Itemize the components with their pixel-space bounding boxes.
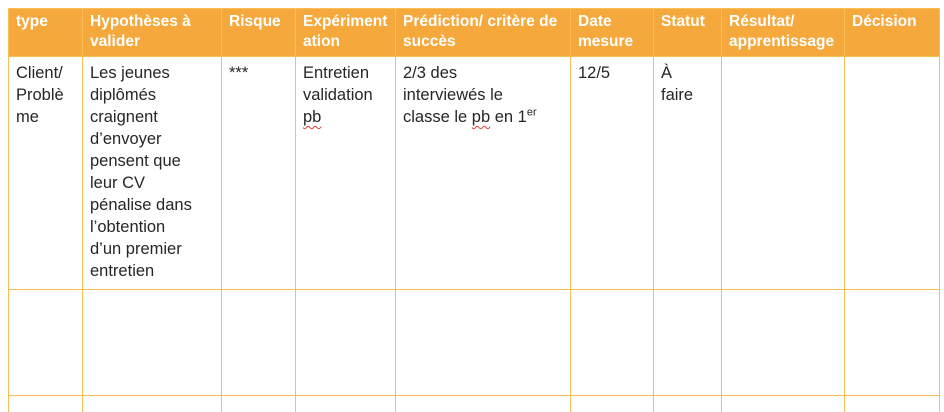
empty-cell[interactable] xyxy=(721,289,845,396)
empty-cell[interactable] xyxy=(82,289,222,396)
empty-cell[interactable] xyxy=(8,395,83,412)
cell-date-mesure-text: 12/5 xyxy=(578,64,611,82)
cell-experiment[interactable]: Entretien validation pb xyxy=(295,56,396,290)
empty-cell[interactable] xyxy=(570,395,654,412)
col-header-type[interactable]: type xyxy=(8,8,83,57)
cell-type-text: Client/Problè me xyxy=(16,64,64,126)
empty-cell[interactable] xyxy=(8,289,83,396)
empty-cell[interactable] xyxy=(844,289,940,396)
empty-cell[interactable] xyxy=(653,395,722,412)
col-header-decision-label: Décision xyxy=(852,13,917,30)
col-header-hypothesis-label: Hypothèses à valider xyxy=(90,13,191,50)
cell-prediction-line2: interviewés le xyxy=(403,86,503,104)
col-header-date-mesure-label: Date mesure xyxy=(578,13,634,50)
empty-cell[interactable] xyxy=(653,289,722,396)
empty-cell[interactable] xyxy=(395,395,571,412)
empty-cell[interactable] xyxy=(395,289,571,396)
empty-cell[interactable] xyxy=(295,395,396,412)
cell-decision[interactable] xyxy=(844,56,940,290)
cell-hypothesis[interactable]: Les jeunes diplômés craignent d’envoyer pens… xyxy=(82,56,222,290)
cell-experiment-line1: Entretien xyxy=(303,64,370,82)
col-header-resultat[interactable]: Résultat/apprentissage xyxy=(721,8,845,57)
cell-experiment-line2: validation xyxy=(303,86,373,104)
col-header-date-mesure[interactable]: Date mesure xyxy=(570,8,654,57)
cell-prediction-ordinal-suffix: er xyxy=(526,106,537,119)
col-header-risque-label: Risque xyxy=(229,13,281,30)
empty-cell[interactable] xyxy=(295,289,396,396)
col-header-hypothesis[interactable]: Hypothèses à valider xyxy=(82,8,222,57)
col-header-statut-label: Statut xyxy=(661,13,705,30)
cell-risk-text: *** xyxy=(229,64,249,82)
empty-cell[interactable] xyxy=(221,395,296,412)
col-header-statut[interactable]: Statut xyxy=(653,8,722,57)
cell-prediction-line3-start: classe le xyxy=(403,108,472,126)
table-row: Client/Problè me Les jeunes diplômés craign… xyxy=(8,56,940,290)
cell-prediction-line3-end: en 1 xyxy=(490,108,527,126)
empty-cell[interactable] xyxy=(570,289,654,396)
header-row: type Hypothèses à valider Risque Expérime… xyxy=(8,8,940,57)
cell-type[interactable]: Client/Problè me xyxy=(8,56,83,290)
empty-cell[interactable] xyxy=(721,395,845,412)
empty-cell[interactable] xyxy=(221,289,296,396)
col-header-risque[interactable]: Risque xyxy=(221,8,296,57)
col-header-prediction[interactable]: Prédiction/ critère de succès xyxy=(395,8,571,57)
col-header-type-label: type xyxy=(16,13,48,30)
empty-cell[interactable] xyxy=(82,395,222,412)
col-header-experimentation-label: Expériment ation xyxy=(303,13,388,50)
cell-prediction-misspelled-word: pb xyxy=(471,108,491,126)
cell-experiment-misspelled-word: pb xyxy=(303,108,322,126)
empty-cell[interactable] xyxy=(844,395,940,412)
cell-risk[interactable]: *** xyxy=(221,56,296,290)
cell-prediction-line1: 2/3 des xyxy=(403,64,458,82)
hypothesis-validation-table: type Hypothèses à valider Risque Expérime… xyxy=(8,8,940,412)
col-header-decision[interactable]: Décision xyxy=(844,8,940,57)
cell-result[interactable] xyxy=(721,56,845,290)
table-row xyxy=(8,289,940,396)
cell-hypothesis-text: Les jeunes diplômés craignent d’envoyer pens… xyxy=(90,64,192,280)
cell-prediction[interactable]: 2/3 des interviewés le classe le pb en 1… xyxy=(395,56,571,290)
table-row xyxy=(8,395,940,412)
col-header-prediction-label: Prédiction/ critère de succès xyxy=(403,13,558,50)
col-header-experimentation[interactable]: Expériment ation xyxy=(295,8,396,57)
cell-date-mesure[interactable]: 12/5 xyxy=(570,56,654,290)
col-header-resultat-label: Résultat/apprentissage xyxy=(729,13,835,50)
